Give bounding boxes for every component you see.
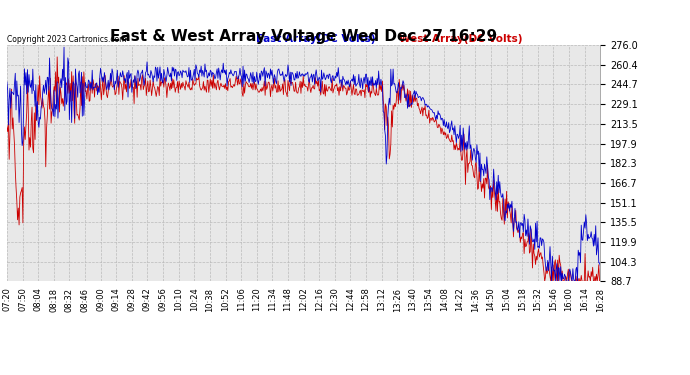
Line: West Array(DC Volts): West Array(DC Volts) (7, 57, 600, 281)
East Array(DC Volts) (148, 71, 156, 75)
East Array(DC Volts) (555, 278, 564, 283)
Text: West Array(DC Volts): West Array(DC Volts) (399, 34, 522, 44)
Line: East Array(DC Volts): East Array(DC Volts) (7, 47, 600, 281)
West Array(DC Volts) (161, 78, 170, 82)
West Array(DC Volts) (549, 263, 558, 268)
Title: East & West Array Voltage Wed Dec 27 16:29: East & West Array Voltage Wed Dec 27 16:… (110, 29, 497, 44)
West Array(DC Volts) (596, 279, 604, 284)
West Array(DC Volts) (561, 274, 569, 279)
West Array(DC Volts) (53, 55, 61, 59)
East Array(DC Volts) (553, 279, 562, 284)
East Array(DC Volts) (3, 80, 11, 84)
West Array(DC Volts) (254, 89, 262, 94)
West Array(DC Volts) (3, 124, 11, 129)
East Array(DC Volts) (561, 274, 569, 278)
Text: Copyright 2023 Cartronics.com: Copyright 2023 Cartronics.com (7, 35, 126, 44)
East Array(DC Volts) (548, 254, 556, 258)
East Array(DC Volts) (161, 76, 170, 80)
East Array(DC Volts) (596, 264, 604, 268)
East Array(DC Volts) (254, 82, 262, 87)
East Array(DC Volts) (60, 45, 68, 50)
Text: East Array(DC Volts): East Array(DC Volts) (256, 34, 375, 44)
West Array(DC Volts) (148, 93, 156, 98)
West Array(DC Volts) (540, 279, 549, 284)
West Array(DC Volts) (555, 260, 564, 265)
